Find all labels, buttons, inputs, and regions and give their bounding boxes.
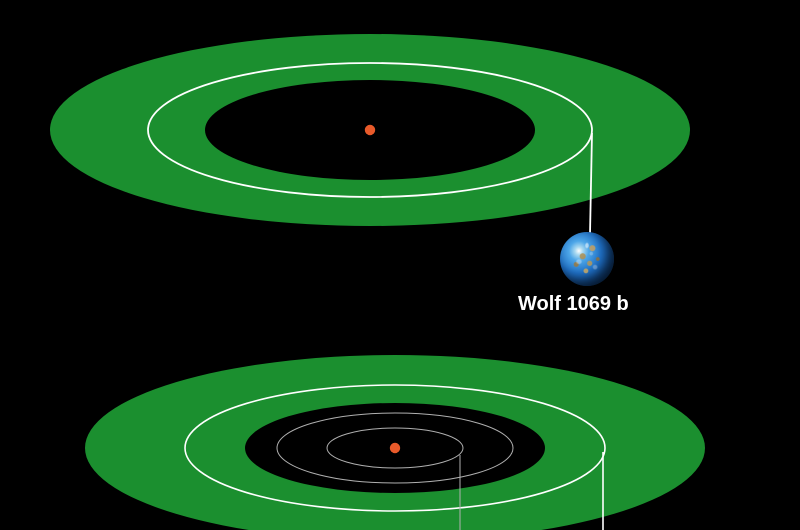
top-system-svg	[0, 0, 800, 530]
wolf-1069-b-label: Wolf 1069 b	[518, 293, 629, 316]
bottom-habitable-zone-ring	[0, 0, 800, 530]
bottom-star	[390, 443, 400, 453]
wolf-1069-b-planet	[560, 232, 614, 286]
diagram-canvas: Wolf 1069 b	[0, 0, 800, 530]
